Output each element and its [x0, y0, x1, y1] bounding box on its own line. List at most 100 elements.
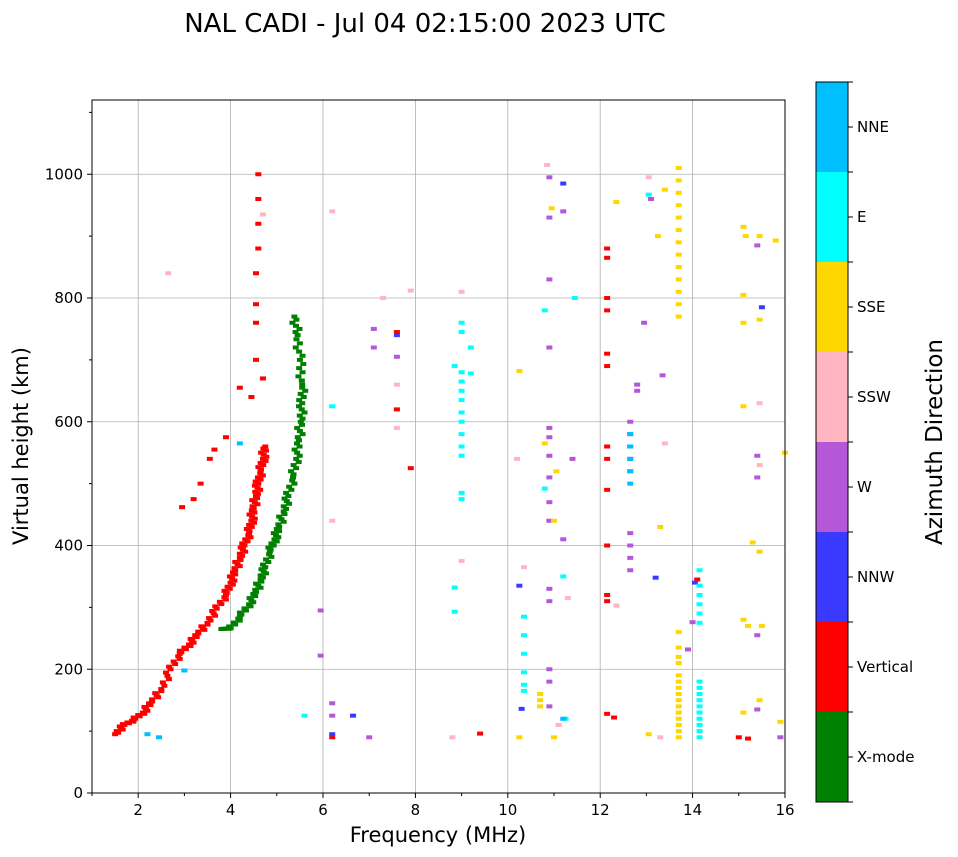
- echo-point: [241, 543, 248, 548]
- echo-point: [246, 512, 253, 517]
- echo-point: [604, 456, 611, 461]
- echo-point: [560, 574, 567, 579]
- echo-point: [551, 735, 557, 740]
- echo-point: [258, 579, 265, 584]
- echo-point: [648, 197, 655, 201]
- echo-point: [350, 713, 357, 718]
- echo-point: [560, 209, 567, 214]
- echo-point: [675, 716, 682, 721]
- echo-point: [689, 620, 696, 625]
- echo-point: [246, 602, 253, 607]
- echo-point: [251, 483, 258, 488]
- echo-point: [291, 447, 298, 452]
- echo-point: [254, 491, 261, 496]
- echo-point: [250, 600, 257, 605]
- echo-point: [407, 466, 414, 471]
- echo-point: [555, 722, 562, 727]
- echo-point: [756, 317, 763, 322]
- echo-point: [236, 551, 243, 556]
- echo-point: [366, 735, 373, 740]
- echo-point: [276, 514, 283, 519]
- echo-point: [546, 277, 553, 282]
- echo-point: [295, 374, 302, 379]
- echo-point: [652, 575, 659, 580]
- echo-point: [546, 345, 553, 350]
- echo-point: [296, 398, 303, 403]
- echo-point: [257, 487, 264, 492]
- echo-point: [740, 292, 747, 297]
- echo-point: [749, 540, 756, 545]
- echo-point: [252, 479, 259, 484]
- x-tick-label: 8: [411, 801, 421, 819]
- echo-point: [627, 568, 634, 573]
- echo-point: [546, 586, 553, 591]
- echo-point: [259, 575, 266, 580]
- echo-point: [206, 456, 213, 461]
- echo-point: [260, 446, 267, 451]
- echo-point: [675, 190, 682, 195]
- echo-point: [451, 585, 458, 590]
- colorbar-label: NNE: [857, 118, 889, 136]
- x-tick-label: 12: [591, 801, 610, 819]
- echo-point: [675, 166, 682, 171]
- y-tick-label: 600: [54, 413, 83, 431]
- echo-point: [458, 370, 465, 375]
- echo-point: [246, 531, 253, 536]
- echo-point: [258, 567, 265, 572]
- echo-point: [293, 337, 300, 342]
- echo-point: [627, 444, 634, 449]
- echo-point: [245, 533, 252, 538]
- echo-point: [627, 481, 634, 486]
- echo-point: [165, 271, 172, 276]
- echo-point: [247, 535, 254, 540]
- colorbar-label: E: [857, 208, 866, 226]
- echo-point: [161, 683, 168, 688]
- echo-point: [221, 588, 228, 593]
- echo-point: [604, 308, 611, 313]
- echo-point: [296, 366, 303, 371]
- echo-point: [458, 453, 465, 458]
- echo-point: [564, 596, 571, 601]
- echo-point: [237, 557, 244, 562]
- echo-point: [204, 622, 211, 627]
- echo-point: [141, 704, 148, 709]
- echo-point: [458, 444, 465, 449]
- echo-point: [754, 453, 761, 458]
- echo-point: [286, 501, 293, 506]
- grid-lines: [92, 100, 786, 794]
- echo-point: [257, 585, 264, 590]
- echo-point: [258, 467, 265, 472]
- echo-point: [155, 695, 162, 700]
- echo-point: [684, 647, 691, 652]
- echo-point: [273, 527, 280, 531]
- echo-point: [253, 494, 260, 498]
- echo-point: [257, 471, 264, 476]
- echo-point: [537, 692, 544, 696]
- echo-point: [571, 296, 578, 300]
- echo-point: [458, 388, 465, 393]
- echo-point: [262, 444, 269, 449]
- echo-point: [260, 463, 267, 468]
- echo-point: [696, 620, 703, 625]
- echo-point: [296, 349, 303, 354]
- echo-point: [229, 576, 236, 581]
- echo-point: [112, 732, 119, 737]
- echo-point: [167, 667, 174, 672]
- echo-point: [546, 500, 553, 505]
- echo-point: [289, 478, 296, 483]
- echo-point: [370, 326, 377, 331]
- echo-point: [250, 506, 257, 511]
- echo-point: [611, 715, 618, 720]
- colorbar-segment: [816, 352, 848, 442]
- echo-point: [129, 718, 136, 723]
- echo-point: [520, 651, 527, 656]
- echo-point: [288, 469, 295, 474]
- echo-point: [239, 547, 246, 552]
- echo-point: [520, 670, 527, 675]
- echo-point: [223, 626, 230, 631]
- echo-point: [273, 533, 280, 538]
- echo-point: [295, 404, 302, 409]
- echo-point: [210, 611, 217, 616]
- x-tick-label: 14: [683, 801, 702, 819]
- echo-point: [407, 288, 414, 293]
